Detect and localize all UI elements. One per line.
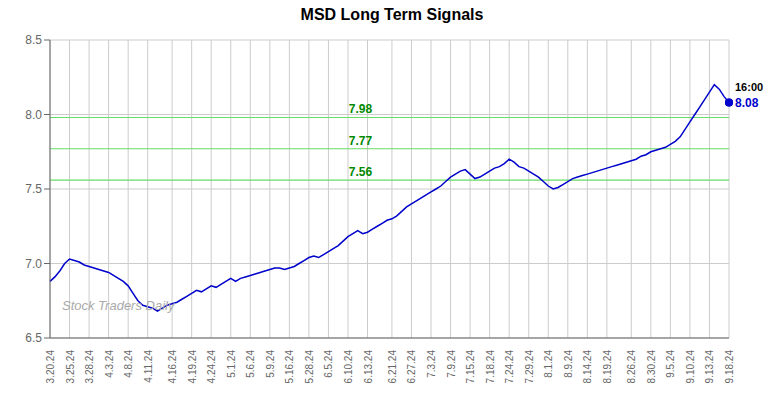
svg-text:5.16.24: 5.16.24 [284, 350, 295, 384]
svg-text:6.21.24: 6.21.24 [387, 350, 398, 384]
svg-text:7.15.24: 7.15.24 [465, 350, 476, 384]
svg-text:8.9.24: 8.9.24 [563, 350, 574, 378]
svg-text:5.28.24: 5.28.24 [304, 350, 315, 384]
svg-text:6.13.24: 6.13.24 [363, 350, 374, 384]
svg-text:16:00: 16:00 [735, 81, 763, 93]
svg-text:4.3.24: 4.3.24 [104, 350, 115, 378]
svg-text:4.19.24: 4.19.24 [187, 350, 198, 384]
svg-text:7.98: 7.98 [349, 102, 373, 116]
svg-text:4.8.24: 4.8.24 [123, 350, 134, 378]
svg-text:8.5: 8.5 [25, 33, 42, 47]
svg-text:7.18.24: 7.18.24 [485, 350, 496, 384]
svg-text:8.0: 8.0 [25, 108, 42, 122]
svg-text:7.56: 7.56 [349, 165, 373, 179]
svg-text:8.1.24: 8.1.24 [543, 350, 554, 378]
svg-text:3.25.24: 3.25.24 [65, 350, 76, 384]
svg-text:4.11.24: 4.11.24 [143, 350, 154, 383]
svg-text:8.19.24: 8.19.24 [602, 350, 613, 384]
svg-text:7.77: 7.77 [349, 134, 373, 148]
svg-text:8.30.24: 8.30.24 [646, 350, 657, 384]
svg-text:6.27.24: 6.27.24 [406, 350, 417, 384]
svg-text:6.10.24: 6.10.24 [343, 350, 354, 384]
svg-text:7.0: 7.0 [25, 257, 42, 271]
svg-text:7.5: 7.5 [25, 182, 42, 196]
svg-text:9.5.24: 9.5.24 [665, 350, 676, 378]
svg-text:3.20.24: 3.20.24 [45, 350, 56, 384]
svg-text:5.6.24: 5.6.24 [245, 350, 256, 378]
svg-text:9.13.24: 9.13.24 [704, 350, 715, 384]
svg-text:8.26.24: 8.26.24 [626, 350, 637, 384]
svg-text:8.08: 8.08 [735, 96, 759, 110]
svg-text:6.5.24: 6.5.24 [323, 350, 334, 378]
svg-text:6.5: 6.5 [25, 331, 42, 345]
svg-text:5.1.24: 5.1.24 [226, 350, 237, 378]
svg-text:7.29.24: 7.29.24 [524, 350, 535, 384]
svg-text:7.3.24: 7.3.24 [426, 350, 437, 378]
svg-text:9.18.24: 9.18.24 [724, 350, 735, 384]
svg-text:9.10.24: 9.10.24 [685, 350, 696, 384]
svg-text:7.9.24: 7.9.24 [446, 350, 457, 378]
svg-text:3.28.24: 3.28.24 [84, 350, 95, 384]
svg-text:8.14.24: 8.14.24 [582, 350, 593, 384]
html-text:Stock Traders Daily: Stock Traders Daily [62, 298, 175, 313]
svg-text:5.9.24: 5.9.24 [265, 350, 276, 378]
svg-text:7.24.24: 7.24.24 [504, 350, 515, 384]
svg-text:4.24.24: 4.24.24 [206, 350, 217, 384]
svg-text:4.16.24: 4.16.24 [167, 350, 178, 384]
html-text:MSD Long Term Signals: MSD Long Term Signals [300, 6, 484, 23]
